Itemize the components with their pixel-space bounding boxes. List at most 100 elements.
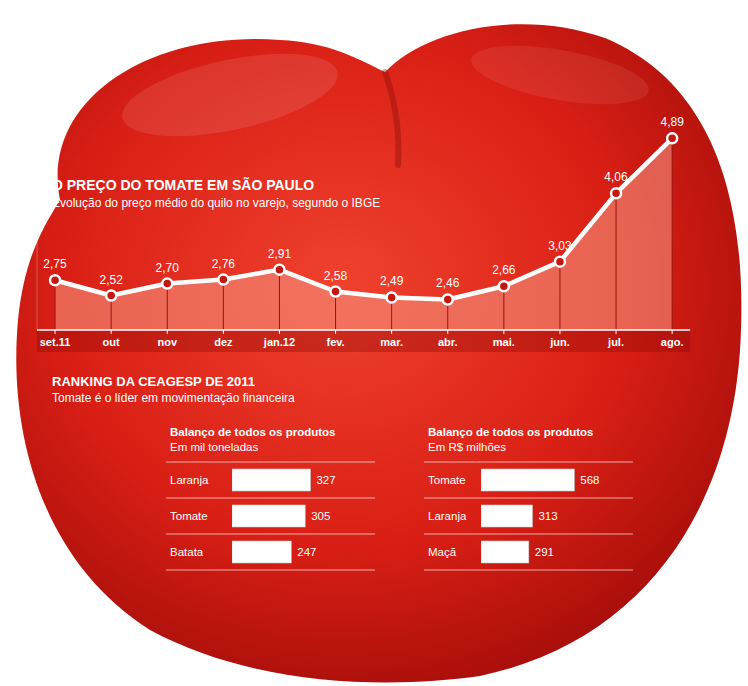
data-label: 4,89 xyxy=(660,115,684,129)
data-label: 247 xyxy=(297,546,316,558)
x-tick xyxy=(55,330,56,334)
x-tick-label: mai. xyxy=(493,336,515,348)
chart-subtitle: Em mil toneladas xyxy=(170,441,258,453)
y-axis-line xyxy=(37,131,38,330)
data-label: 291 xyxy=(535,546,554,558)
point xyxy=(443,294,453,304)
chart-subtitle: Em R$ milhões xyxy=(428,441,506,453)
section-title: RANKING DA CEAGESP DE 2011 xyxy=(52,374,255,389)
chart-title: O PREÇO DO TOMATE EM SÃO PAULO xyxy=(52,176,314,193)
bar xyxy=(232,541,291,563)
x-tick-label: nov xyxy=(157,336,177,348)
point xyxy=(331,287,341,297)
data-label: 2,70 xyxy=(156,261,180,275)
data-label: 568 xyxy=(580,474,599,486)
chart-title: Balanço de todos os produtos xyxy=(170,426,335,438)
page: {"header": {"title": "RANKING DA CEAGESP… xyxy=(0,0,748,686)
point xyxy=(387,292,397,302)
line xyxy=(55,138,672,299)
data-label: 2,91 xyxy=(268,247,292,261)
bar xyxy=(232,469,310,491)
drop-line xyxy=(559,262,560,330)
area xyxy=(55,138,672,330)
x-tick-label: ago. xyxy=(661,336,684,348)
tomato-highlight xyxy=(115,38,345,152)
point xyxy=(555,257,565,267)
category-label: Batata xyxy=(170,546,204,558)
x-tick xyxy=(335,330,336,334)
drop-line xyxy=(223,280,224,330)
tomato xyxy=(16,24,741,682)
data-label: 313 xyxy=(538,510,557,522)
drop-line xyxy=(55,280,56,330)
x-axis-line xyxy=(37,329,690,331)
drop-line xyxy=(167,284,168,330)
data-label: 4,06 xyxy=(604,170,628,184)
x-tick-label: abr. xyxy=(438,336,458,348)
x-tick xyxy=(559,330,560,334)
point xyxy=(611,188,621,198)
bar-marks xyxy=(481,469,574,563)
x-tick-label: set.11 xyxy=(40,336,71,348)
chart-title: Balanço de todos os produtos xyxy=(428,426,593,438)
tomato-highlight xyxy=(467,35,653,115)
data-label: 2,46 xyxy=(436,276,460,290)
data-label: 2,76 xyxy=(212,257,236,271)
x-tick xyxy=(223,330,224,334)
data-label: 2,58 xyxy=(324,269,348,283)
point xyxy=(162,279,172,289)
tomato-crease xyxy=(385,72,398,165)
data-label: 305 xyxy=(311,510,330,522)
row-separator xyxy=(424,498,633,499)
canvas: O PREÇO DO TOMATE EM SÃO PAULO Evolução d… xyxy=(0,0,748,686)
drop-line xyxy=(616,193,617,330)
chart-subtitle: Evolução do preço médio do quilo no vare… xyxy=(52,196,380,210)
x-tick-label: jul. xyxy=(607,336,624,348)
row-separator xyxy=(166,462,375,463)
x-tick xyxy=(111,330,112,334)
axis-band xyxy=(37,330,690,352)
section-subtitle: Tomate é o líder em movimentação finance… xyxy=(52,391,295,405)
x-tick xyxy=(672,330,673,334)
x-tick xyxy=(391,330,392,334)
x-tick xyxy=(503,330,504,334)
point xyxy=(106,291,116,301)
row-separator xyxy=(424,462,633,463)
x-tick-label: fev. xyxy=(326,336,344,348)
category-label: Laranja xyxy=(428,510,467,522)
drop-line xyxy=(279,270,280,330)
drop-line xyxy=(672,138,673,330)
point xyxy=(274,265,284,275)
category-label: Tomate xyxy=(428,474,466,486)
bar xyxy=(232,505,305,527)
row-separator xyxy=(424,534,633,535)
category-label: Maçã xyxy=(428,546,457,558)
x-tick-label: mar. xyxy=(380,336,403,348)
data-label: 2,49 xyxy=(380,274,404,288)
row-separator xyxy=(424,570,633,571)
category-label: Laranja xyxy=(170,474,209,486)
drop-line xyxy=(503,286,504,330)
x-tick xyxy=(167,330,168,334)
plot-marks xyxy=(50,133,677,330)
data-label: 2,66 xyxy=(492,263,516,277)
data-label: 2,75 xyxy=(43,257,67,271)
row-separator xyxy=(166,498,375,499)
point xyxy=(499,281,509,291)
bar xyxy=(481,469,574,491)
x-tick-label: dez xyxy=(214,336,233,348)
x-tick-label: jan.12 xyxy=(263,336,295,348)
data-label: 2,52 xyxy=(99,273,123,287)
bar xyxy=(481,541,529,563)
x-tick xyxy=(616,330,617,334)
row-separator xyxy=(166,570,375,571)
x-tick xyxy=(279,330,280,334)
category-label: Tomate xyxy=(170,510,208,522)
point xyxy=(50,275,60,285)
data-label: 3,03 xyxy=(548,239,572,253)
point xyxy=(218,275,228,285)
row-separator xyxy=(166,534,375,535)
x-tick xyxy=(447,330,448,334)
point xyxy=(667,133,677,143)
x-tick-label: jun. xyxy=(549,336,570,348)
